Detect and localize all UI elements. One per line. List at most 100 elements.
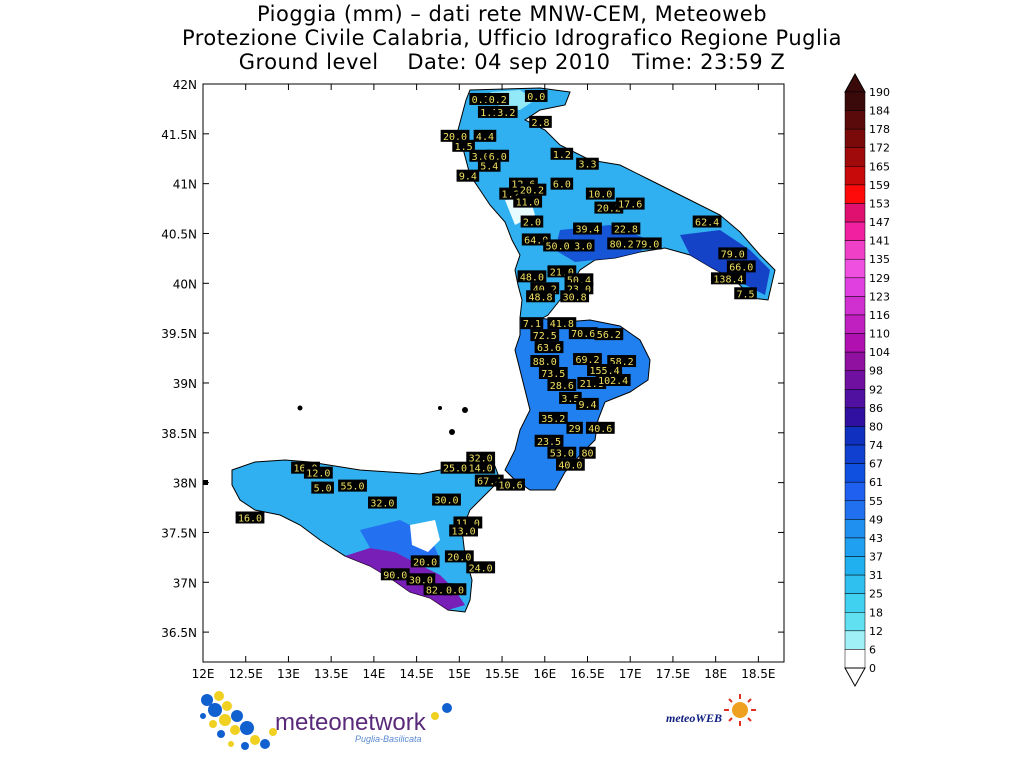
station-value: 53.0 bbox=[550, 449, 574, 460]
station-value: 5.0 bbox=[314, 484, 332, 495]
station-value: 138.4 bbox=[713, 274, 743, 285]
colorbar-label: 190 bbox=[869, 86, 890, 99]
meteoweb-text: meteoWEB bbox=[666, 711, 722, 725]
colorbar-label: 172 bbox=[869, 142, 890, 155]
station-value: 79.0 bbox=[721, 249, 745, 260]
colorbar-label: 147 bbox=[869, 216, 890, 229]
station-value: 48.8 bbox=[528, 292, 552, 303]
station-value: 1.2 bbox=[553, 150, 571, 161]
station-label-bg bbox=[534, 434, 564, 447]
colorbar-swatch bbox=[844, 184, 866, 204]
colorbar-swatch bbox=[844, 630, 866, 650]
latitude-axis: 42N 41.5N 41N 40.5N 40N 39.5N 39N 38.5N 38N 37.5N… bbox=[161, 78, 784, 640]
station-label-bg bbox=[547, 317, 577, 330]
station-value: 80 bbox=[581, 449, 593, 460]
station-label-bg bbox=[559, 391, 582, 404]
colorbar-swatch bbox=[844, 240, 866, 260]
station-value: 64.0 bbox=[524, 235, 548, 246]
station-label-bg bbox=[632, 237, 662, 250]
map-title: Pioggia (mm) – dati rete MNW-CEM, Meteow… bbox=[0, 2, 1024, 74]
colorbar-label: 18 bbox=[869, 606, 883, 619]
station-value: 80.2 bbox=[610, 239, 634, 250]
station-label-bg bbox=[530, 355, 560, 368]
station-label-bg bbox=[585, 187, 615, 200]
station-label-bg bbox=[440, 129, 470, 142]
station-value: 2.0 bbox=[523, 218, 541, 229]
colorbar-swatch bbox=[844, 277, 866, 297]
colorbar-label: 12 bbox=[869, 625, 883, 638]
station-value: 7.5 bbox=[737, 289, 755, 300]
station-label-bg bbox=[473, 129, 497, 142]
station-label-bg bbox=[543, 239, 572, 252]
station-label-bg bbox=[466, 461, 496, 474]
lon-tick-label: 17E bbox=[619, 667, 642, 681]
station-label-bg bbox=[517, 270, 547, 283]
station-label-bg bbox=[568, 327, 598, 340]
island-lipari bbox=[438, 406, 442, 410]
lat-tick-label: 41N bbox=[173, 178, 197, 192]
colorbar-label: 37 bbox=[869, 551, 883, 564]
colorbar-label: 6 bbox=[869, 643, 876, 656]
station-value: 67.4 bbox=[477, 477, 501, 488]
colorbar-swatch bbox=[844, 296, 866, 316]
station-value: 40.0 bbox=[558, 461, 582, 472]
colorbar-swatch bbox=[844, 519, 866, 539]
lon-tick-label: 16.5E bbox=[570, 667, 604, 681]
colorbar-label: 123 bbox=[869, 290, 890, 303]
station-label-bg bbox=[555, 458, 585, 471]
station-label-bg bbox=[520, 317, 544, 330]
station-value: 88.0 bbox=[533, 357, 557, 368]
title-line-2: Protezione Civile Calabria, Ufficio Idro… bbox=[181, 26, 843, 50]
station-value: 9.4 bbox=[459, 172, 477, 183]
station-value: 32.0 bbox=[370, 499, 394, 510]
meteonetwork-text: meteonetwork bbox=[275, 709, 427, 736]
station-value: 35.2 bbox=[541, 414, 565, 425]
station-label-bg bbox=[477, 159, 501, 172]
station-value: 4.4 bbox=[476, 132, 494, 143]
colorbar-label: 135 bbox=[869, 253, 890, 266]
station-value: 66.0 bbox=[729, 262, 753, 273]
station-label-bg bbox=[524, 89, 548, 102]
colorbar-label: 80 bbox=[869, 420, 883, 433]
station-value: 32.0 bbox=[469, 454, 493, 465]
station-label-bg bbox=[566, 421, 583, 434]
station-value: 6.0 bbox=[489, 152, 507, 163]
station-value: 0.2 bbox=[489, 95, 507, 106]
station-value: 0.0 bbox=[527, 92, 545, 103]
lat-tick-label: 38.5N bbox=[161, 427, 197, 441]
station-label-bg bbox=[380, 568, 410, 581]
lon-tick-label: 16E bbox=[533, 667, 556, 681]
station-value: 11.0 bbox=[516, 198, 540, 209]
station-value: 23.0 bbox=[567, 284, 591, 295]
station-value: 29 bbox=[569, 424, 581, 435]
station-label-bg bbox=[443, 583, 467, 596]
station-label-bg bbox=[440, 461, 470, 474]
station-label-bg bbox=[611, 222, 641, 235]
colorbar-label: 104 bbox=[869, 346, 890, 359]
station-value: 23.5 bbox=[537, 437, 561, 448]
station-label-bg bbox=[496, 478, 525, 491]
station-value: 10.6 bbox=[499, 481, 523, 492]
colorbar-label: 67 bbox=[869, 458, 883, 471]
lon-tick-label: 12.5E bbox=[229, 667, 263, 681]
station-label-bg bbox=[526, 290, 555, 303]
station-label-bg bbox=[452, 139, 475, 152]
lon-tick-label: 18.5E bbox=[741, 667, 775, 681]
station-value: 21.8 bbox=[580, 379, 604, 390]
station-label-bg bbox=[406, 573, 436, 586]
heavy-rain-salento bbox=[680, 230, 770, 295]
colorbar-swatch bbox=[844, 203, 866, 223]
station-value: 20.0 bbox=[447, 552, 471, 563]
station-value: 102.4 bbox=[598, 376, 628, 387]
station-label-bg bbox=[718, 247, 748, 260]
station-value: 50.4 bbox=[567, 275, 591, 286]
colorbar-swatch bbox=[844, 481, 866, 502]
station-value: 63.6 bbox=[537, 343, 561, 354]
station-label-bg bbox=[538, 367, 568, 379]
station-value: 39.4 bbox=[575, 225, 599, 236]
station-label-bg bbox=[576, 397, 599, 410]
station-value: 155.4 bbox=[590, 366, 620, 377]
colorbar-swatch bbox=[844, 258, 866, 279]
station-label-bg bbox=[547, 446, 577, 459]
colorbar-swatch bbox=[844, 351, 866, 371]
